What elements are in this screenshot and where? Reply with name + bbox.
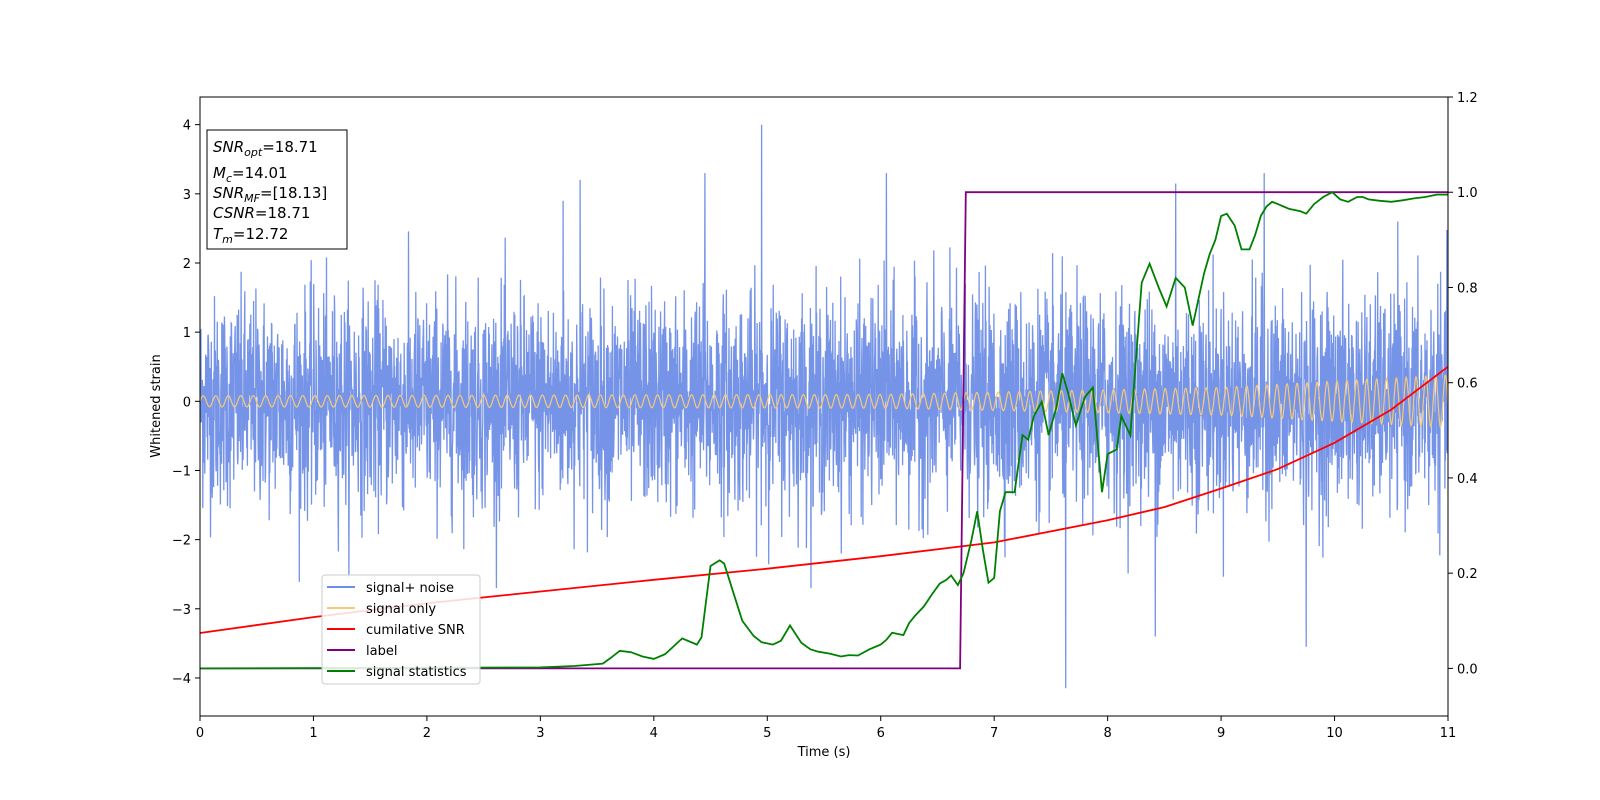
- x-tick-label: 1: [309, 726, 317, 741]
- x-tick-label: 11: [1440, 726, 1457, 741]
- y-left-tick-label: −2: [172, 534, 191, 549]
- y-right-tick-label: 1.2: [1457, 91, 1478, 106]
- stats-line: Mc=14.01: [213, 164, 288, 185]
- stats-line: Tm=12.72: [213, 225, 288, 246]
- y-left-tick-label: −3: [172, 603, 191, 618]
- y-left-tick-label: −4: [172, 672, 191, 687]
- stats-line: SNRMF=[18.13]: [213, 184, 327, 205]
- ticks-layer: 0 1 2 3 4 5 6 7 8 9 10 11 −4 −3 −2 −1 0 1 2 3 4 0.0 0.2 0.4 0.6 0…: [172, 91, 1478, 741]
- x-tick-label: 8: [1103, 726, 1111, 741]
- y-right-tick-label: 0.0: [1457, 662, 1478, 677]
- x-tick-label: 7: [990, 726, 998, 741]
- stats-line: SNRopt=18.71: [213, 138, 318, 159]
- x-axis-label: Time (s): [797, 745, 851, 760]
- x-tick-label: 4: [650, 726, 658, 741]
- y-axis-label: Whitened strain: [149, 354, 164, 457]
- stats-box: SNRopt=18.71 Mc=14.01SNRMF=[18.13]CSNR=18…: [206, 129, 348, 250]
- plot-frame: [199, 96, 1449, 717]
- series-line-signal-noise: [200, 124, 1448, 689]
- y-right-tick-label: 0.8: [1457, 281, 1478, 296]
- y-left-tick-label: 1: [183, 326, 191, 341]
- y-left-tick-label: 3: [183, 188, 191, 203]
- stats-box-frame: [206, 129, 348, 250]
- legend-frame: [321, 574, 481, 685]
- y-left-tick-label: 0: [183, 395, 191, 410]
- x-tick-label: 5: [763, 726, 771, 741]
- legend-label-signal-noise: signal+ noise: [366, 581, 454, 596]
- stats-line: CSNR=18.71: [213, 204, 310, 222]
- y-left-tick-label: −1: [172, 464, 191, 479]
- x-tick-label: 0: [196, 726, 204, 741]
- y-left-tick-label: 4: [183, 119, 191, 134]
- series-line-signal-statistics: [200, 191, 1448, 670]
- legend-label-cumilative-snr: cumilative SNR: [366, 623, 465, 638]
- y-right-tick-label: 0.2: [1457, 567, 1478, 582]
- x-tick-label: 2: [423, 726, 431, 741]
- series-line-label: [200, 191, 1448, 670]
- legend-label-signal-statistics: signal statistics: [366, 665, 467, 680]
- legend-label-label: label: [366, 644, 397, 659]
- y-right-tick-label: 1.0: [1457, 186, 1478, 201]
- y-right-tick-label: 0.4: [1457, 472, 1478, 487]
- x-tick-label: 3: [536, 726, 544, 741]
- x-tick-label: 10: [1326, 726, 1343, 741]
- legend: signal+ noise signal only cumilative SNR la…: [321, 574, 481, 685]
- x-tick-label: 6: [877, 726, 885, 741]
- y-right-tick-label: 0.6: [1457, 377, 1478, 392]
- series-line-signal-only: [200, 374, 1448, 429]
- x-tick-label: 9: [1217, 726, 1225, 741]
- legend-label-signal-only: signal only: [366, 602, 436, 617]
- y-left-tick-label: 2: [183, 257, 191, 272]
